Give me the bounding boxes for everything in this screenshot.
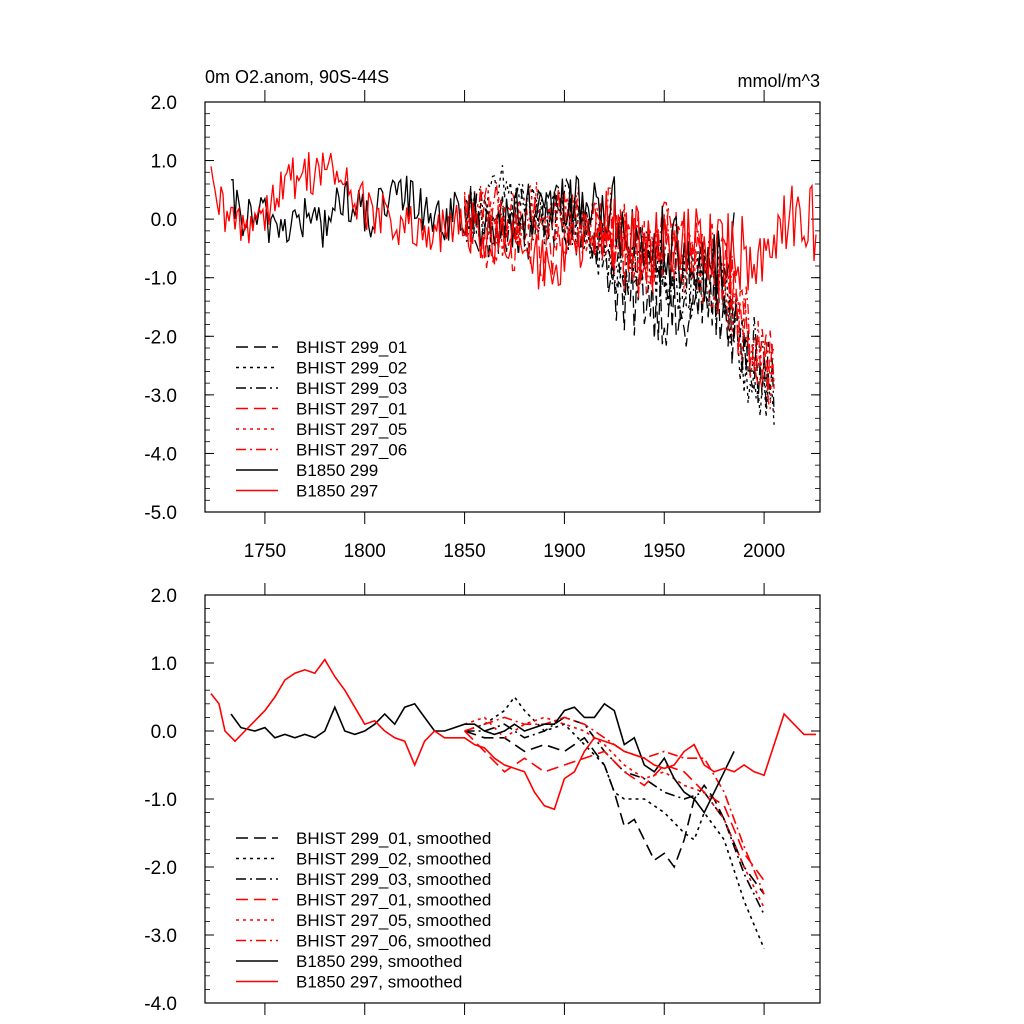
legend-label: B1850 297, smoothed xyxy=(296,973,462,992)
legend-label: BHIST 299_02, smoothed xyxy=(296,850,491,869)
x-tick-label: 1750 xyxy=(244,541,286,562)
legend-label: BHIST 297_05 xyxy=(296,420,407,439)
top-axes: 2.0 1.0 0.0 -1.0 -2.0 -3.0 -4.0 -5.0 1750 1800 185… xyxy=(144,90,820,562)
y-tick-label: 2.0 xyxy=(151,586,177,607)
series-line-8 xyxy=(210,658,816,811)
y-tick-label: -4.0 xyxy=(144,994,177,1015)
bottom-legend: BHIST 299_01, smoothed BHIST 299_02, smoo… xyxy=(236,829,491,992)
y-tick-label: -5.0 xyxy=(144,503,177,524)
y-tick-label: 0.0 xyxy=(151,210,177,231)
x-tick-label: 1900 xyxy=(543,541,585,562)
series-line-1 xyxy=(464,730,765,895)
x-tick-label: 1800 xyxy=(344,541,386,562)
legend-label: BHIST 299_02 xyxy=(296,359,407,378)
y-tick-label: -2.0 xyxy=(144,327,177,348)
legend-label: BHIST 299_03, smoothed xyxy=(296,870,491,889)
series-line-7 xyxy=(230,702,735,815)
y-tick-label: 2.0 xyxy=(151,93,177,114)
legend-label: B1850 297 xyxy=(296,482,378,501)
series-line-4 xyxy=(464,730,765,882)
series-line-3 xyxy=(464,716,765,915)
legend-label: BHIST 297_06, smoothed xyxy=(296,932,491,951)
series-line-8 xyxy=(210,152,817,291)
y-tick-label: -2.0 xyxy=(144,858,177,879)
legend-label: BHIST 299_01, smoothed xyxy=(296,829,491,848)
y-tick-label: -4.0 xyxy=(144,444,177,465)
y-tick-label: -3.0 xyxy=(144,926,177,947)
legend-label: BHIST 299_03 xyxy=(296,379,407,398)
legend-label: BHIST 299_01 xyxy=(296,338,407,357)
legend-label: BHIST 297_01, smoothed xyxy=(296,891,491,910)
legend-label: BHIST 297_06 xyxy=(296,441,407,460)
series-line-5 xyxy=(464,716,765,909)
x-tick-label: 2000 xyxy=(743,541,785,562)
series-line-6 xyxy=(463,181,775,389)
x-tick-label: 1850 xyxy=(443,541,485,562)
top-title-right: mmol/m^3 xyxy=(738,71,820,91)
top-series xyxy=(210,152,817,425)
y-tick-label: 1.0 xyxy=(151,152,177,173)
y-tick-label: 1.0 xyxy=(151,654,177,675)
top-title-left: 0m O2.anom, 90S-44S xyxy=(205,67,389,87)
series-line-7 xyxy=(230,174,735,302)
legend-label: BHIST 297_01 xyxy=(296,400,407,419)
legend-label: BHIST 297_05, smoothed xyxy=(296,911,491,930)
x-tick-label: 1950 xyxy=(643,541,685,562)
y-tick-label: -1.0 xyxy=(144,790,177,811)
series-line-2 xyxy=(464,695,765,949)
y-tick-label: -3.0 xyxy=(144,386,177,407)
legend-label: B1850 299 xyxy=(296,461,378,480)
y-tick-label: -1.0 xyxy=(144,269,177,290)
legend-label: B1850 299, smoothed xyxy=(296,952,462,971)
y-tick-label: 0.0 xyxy=(151,722,177,743)
bottom-panel: 2.0 1.0 0.0 -1.0 -2.0 -3.0 -4.0 BHIST 299_01, … xyxy=(144,583,821,1015)
top-plot-frame xyxy=(204,101,821,513)
top-panel: 0m O2.anom, 90S-44S mmol/m^3 2.0 1.0 0.0 -1… xyxy=(144,67,821,562)
bottom-axes: 2.0 1.0 0.0 -1.0 -2.0 -3.0 -4.0 xyxy=(144,583,820,1015)
bottom-series xyxy=(210,658,816,949)
